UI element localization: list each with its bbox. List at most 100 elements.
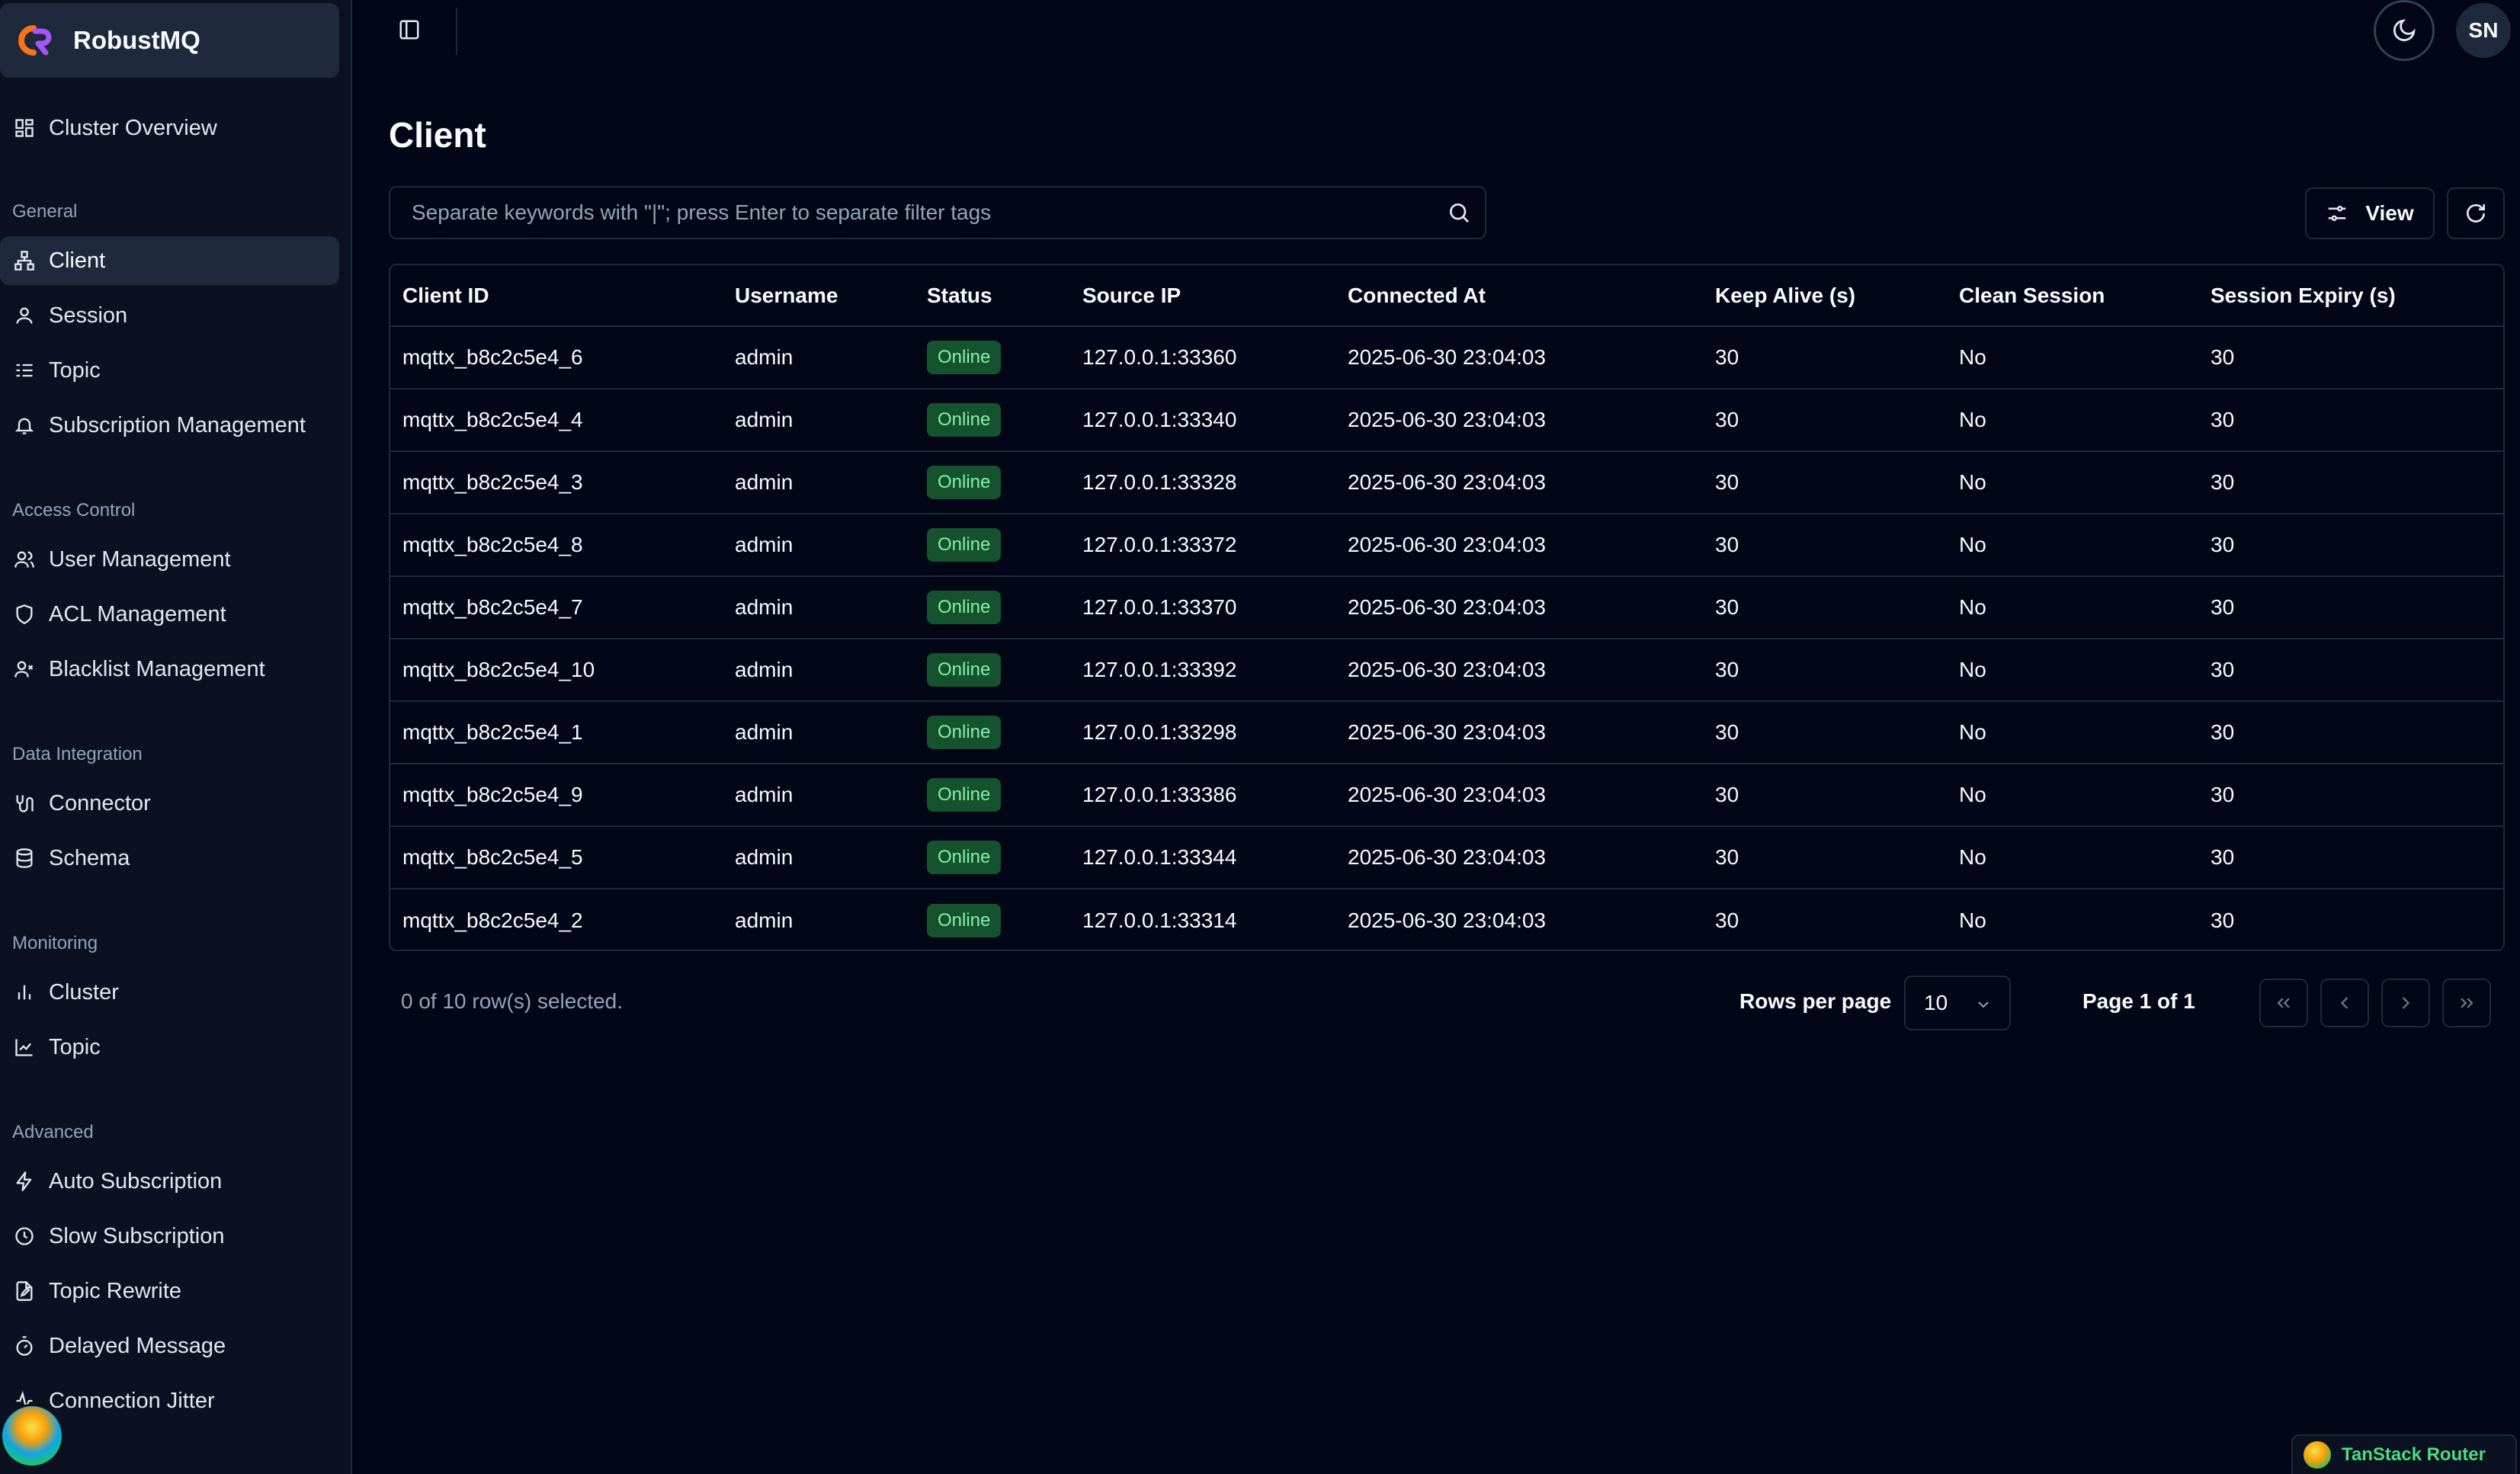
sidebar-item-schema[interactable]: Schema	[0, 834, 339, 883]
cell-clean-session: No	[1947, 825, 2198, 889]
search-icon[interactable]	[1447, 200, 1471, 225]
table-header-row: Client ID Username Status Source IP Conn…	[390, 265, 2503, 326]
line-chart-icon	[14, 1037, 35, 1058]
sidebar-item-cluster-overview[interactable]: Cluster Overview	[0, 104, 339, 152]
table-row[interactable]: mqttx_b8c2c5e4_4 admin Online 127.0.0.1:333…	[390, 388, 2503, 451]
cell-clean-session: No	[1947, 388, 2198, 451]
sidebar-item-client[interactable]: Client	[0, 236, 339, 285]
sidebar-item-topic-rewrite[interactable]: Topic Rewrite	[0, 1267, 339, 1315]
cell-source-ip: 127.0.0.1:33328	[1070, 450, 1335, 514]
column-header-source-ip[interactable]: Source IP	[1082, 283, 1181, 307]
sidebar-item-label: User Management	[49, 546, 231, 572]
column-header-connected-at[interactable]: Connected At	[1348, 283, 1486, 307]
cell-connected-at: 2025-06-30 23:04:03	[1335, 575, 1703, 639]
column-header-clean-session[interactable]: Clean Session	[1959, 283, 2105, 307]
cell-status: Online	[915, 575, 1070, 639]
table-row[interactable]: mqttx_b8c2c5e4_10 admin Online 127.0.0.1:33…	[390, 638, 2503, 701]
cell-keep-alive: 30	[1703, 513, 1947, 576]
next-page-button[interactable]	[2381, 979, 2430, 1027]
sidebar-toggle-button[interactable]	[389, 9, 430, 50]
tanstack-devtools-button[interactable]: TanStack Router	[2291, 1434, 2517, 1474]
column-header-session-expiry[interactable]: Session Expiry (s)	[2211, 283, 2396, 307]
users-icon	[14, 549, 35, 570]
bell-icon	[14, 415, 35, 436]
cell-session-expiry: 30	[2198, 763, 2503, 826]
cell-source-ip: 127.0.0.1:33372	[1070, 513, 1335, 576]
cell-clean-session: No	[1947, 325, 2198, 389]
cell-status: Online	[915, 450, 1070, 514]
sidebar-item-delayed-message[interactable]: Delayed Message	[0, 1322, 339, 1370]
table-row[interactable]: mqttx_b8c2c5e4_5 admin Online 127.0.0.1:333…	[390, 825, 2503, 889]
refresh-button[interactable]	[2447, 187, 2505, 239]
user-icon	[14, 305, 35, 326]
column-header-client-id[interactable]: Client ID	[402, 283, 489, 307]
theme-toggle-button[interactable]	[2374, 0, 2435, 61]
sidebar-item-session[interactable]: Session	[0, 291, 339, 340]
sidebar-item-blacklist-management[interactable]: Blacklist Management	[0, 645, 339, 694]
cell-client-id: mqttx_b8c2c5e4_2	[390, 888, 723, 950]
zap-icon	[14, 1171, 35, 1192]
cell-clean-session: No	[1947, 450, 2198, 514]
cell-status: Online	[915, 700, 1070, 764]
sidebar-item-connection-jitter[interactable]: Connection Jitter	[0, 1376, 339, 1425]
cell-source-ip: 127.0.0.1:33392	[1070, 638, 1335, 701]
brand[interactable]: RobustMQ	[0, 3, 339, 78]
status-badge: Online	[927, 653, 1002, 687]
search-input[interactable]	[390, 187, 1447, 238]
cell-session-expiry: 30	[2198, 325, 2503, 389]
previous-page-button[interactable]	[2320, 979, 2369, 1027]
cell-client-id: mqttx_b8c2c5e4_4	[390, 388, 723, 451]
sidebar-item-monitoring-cluster[interactable]: Cluster	[0, 968, 339, 1017]
last-page-button[interactable]	[2442, 979, 2491, 1027]
devtools-avatar[interactable]	[0, 1404, 64, 1468]
cell-source-ip: 127.0.0.1:33370	[1070, 575, 1335, 639]
sidebar-item-acl-management[interactable]: ACL Management	[0, 590, 339, 639]
sidebar-item-connector[interactable]: Connector	[0, 779, 339, 828]
sidebar-item-label: Cluster Overview	[49, 115, 217, 140]
cell-keep-alive: 30	[1703, 450, 1947, 514]
cell-client-id: mqttx_b8c2c5e4_6	[390, 325, 723, 389]
cell-status: Online	[915, 388, 1070, 451]
column-header-keep-alive[interactable]: Keep Alive (s)	[1715, 283, 1856, 307]
cell-connected-at: 2025-06-30 23:04:03	[1335, 638, 1703, 701]
cell-session-expiry: 30	[2198, 513, 2503, 576]
sidebar-item-monitoring-topic[interactable]: Topic	[0, 1023, 339, 1072]
cell-clean-session: No	[1947, 513, 2198, 576]
sidebar-item-topic[interactable]: Topic	[0, 346, 339, 395]
sidebar-group-advanced: Advanced	[12, 1122, 94, 1142]
sidebar-item-subscription-management[interactable]: Subscription Management	[0, 401, 339, 450]
database-icon	[14, 848, 35, 869]
tanstack-logo-icon	[2304, 1441, 2331, 1469]
first-page-button[interactable]	[2259, 979, 2308, 1027]
table-row[interactable]: mqttx_b8c2c5e4_9 admin Online 127.0.0.1:333…	[390, 763, 2503, 826]
sidebar-item-auto-subscription[interactable]: Auto Subscription	[0, 1157, 339, 1206]
table-row[interactable]: mqttx_b8c2c5e4_6 admin Online 127.0.0.1:333…	[390, 325, 2503, 389]
sidebar-item-label: Schema	[49, 845, 130, 870]
user-avatar[interactable]: SN	[2456, 3, 2511, 58]
table-row[interactable]: mqttx_b8c2c5e4_2 admin Online 127.0.0.1:333…	[390, 888, 2503, 950]
table-row[interactable]: mqttx_b8c2c5e4_1 admin Online 127.0.0.1:332…	[390, 700, 2503, 764]
cell-status: Online	[915, 825, 1070, 889]
cell-connected-at: 2025-06-30 23:04:03	[1335, 700, 1703, 764]
user-x-icon	[14, 658, 35, 680]
selection-count: 0 of 10 row(s) selected.	[401, 989, 624, 1013]
table-row[interactable]: mqttx_b8c2c5e4_3 admin Online 127.0.0.1:333…	[390, 450, 2503, 514]
cell-username: admin	[723, 325, 915, 389]
table-body: mqttx_b8c2c5e4_6 admin Online 127.0.0.1:333…	[390, 325, 2503, 950]
column-header-username[interactable]: Username	[735, 283, 838, 307]
cell-keep-alive: 30	[1703, 575, 1947, 639]
cell-client-id: mqttx_b8c2c5e4_8	[390, 513, 723, 576]
table-row[interactable]: mqttx_b8c2c5e4_7 admin Online 127.0.0.1:333…	[390, 575, 2503, 639]
sidebar-item-slow-subscription[interactable]: Slow Subscription	[0, 1212, 339, 1261]
cell-connected-at: 2025-06-30 23:04:03	[1335, 888, 1703, 950]
cell-session-expiry: 30	[2198, 825, 2503, 889]
rows-per-page-select[interactable]: 10	[1904, 976, 2011, 1030]
view-button[interactable]: View	[2305, 187, 2435, 239]
cell-username: admin	[723, 700, 915, 764]
sidebar-item-user-management[interactable]: User Management	[0, 535, 339, 584]
table-row[interactable]: mqttx_b8c2c5e4_8 admin Online 127.0.0.1:333…	[390, 513, 2503, 576]
column-header-status[interactable]: Status	[927, 283, 992, 307]
cell-username: admin	[723, 763, 915, 826]
file-edit-icon	[14, 1280, 35, 1302]
